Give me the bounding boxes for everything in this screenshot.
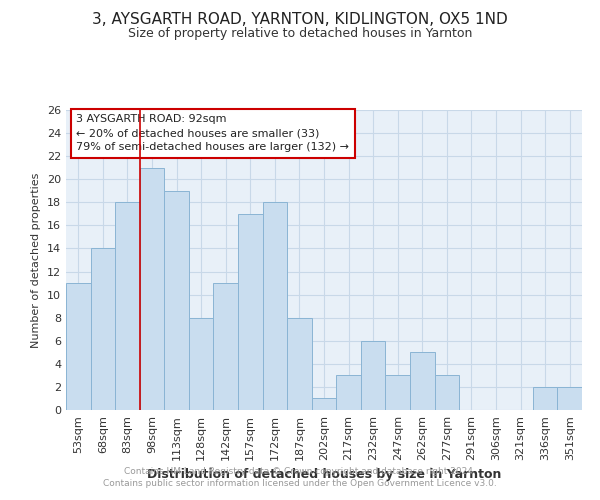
Bar [312,398,336,410]
Text: Size of property relative to detached houses in Yarnton: Size of property relative to detached ho… [128,28,472,40]
Bar [336,376,361,410]
Bar [189,318,214,410]
Text: 3 AYSGARTH ROAD: 92sqm
← 20% of detached houses are smaller (33)
79% of semi-det: 3 AYSGARTH ROAD: 92sqm ← 20% of detached… [76,114,349,152]
Bar [287,318,312,410]
Bar [361,341,385,410]
Bar [115,202,140,410]
Bar [263,202,287,410]
Bar [164,191,189,410]
Bar [91,248,115,410]
Y-axis label: Number of detached properties: Number of detached properties [31,172,41,348]
Bar [214,283,238,410]
Bar [557,387,582,410]
X-axis label: Distribution of detached houses by size in Yarnton: Distribution of detached houses by size … [147,468,501,481]
Text: 3, AYSGARTH ROAD, YARNTON, KIDLINGTON, OX5 1ND: 3, AYSGARTH ROAD, YARNTON, KIDLINGTON, O… [92,12,508,28]
Bar [238,214,263,410]
Bar [410,352,434,410]
Bar [434,376,459,410]
Bar [385,376,410,410]
Bar [140,168,164,410]
Bar [533,387,557,410]
Text: Contains HM Land Registry data © Crown copyright and database right 2024.
Contai: Contains HM Land Registry data © Crown c… [103,466,497,487]
Bar [66,283,91,410]
